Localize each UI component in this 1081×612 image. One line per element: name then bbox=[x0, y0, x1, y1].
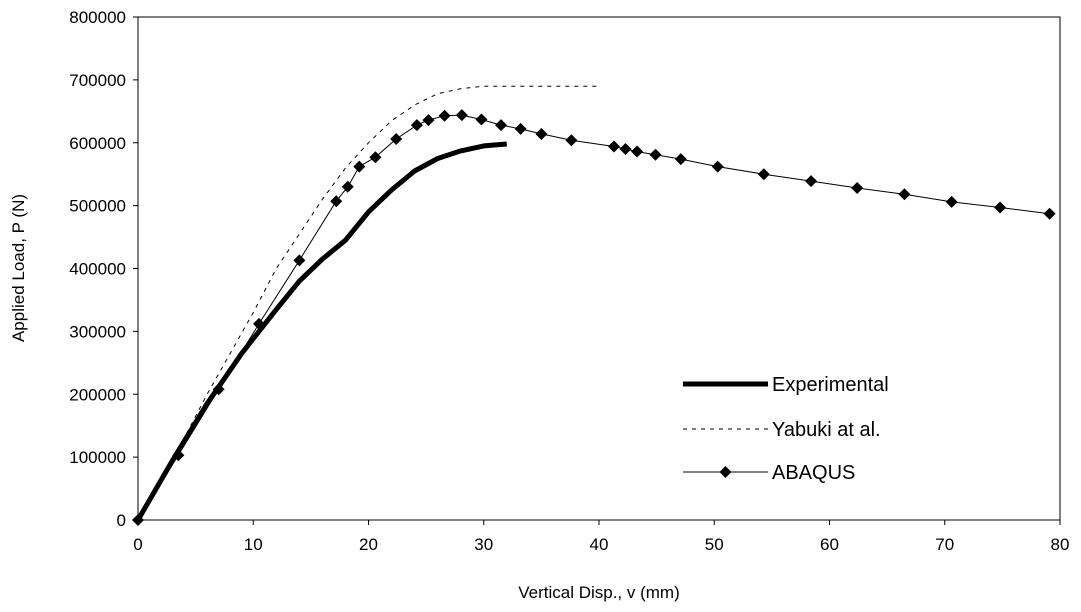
data-point-abaqus bbox=[1043, 207, 1056, 220]
y-tick-label: 500000 bbox=[69, 197, 126, 216]
series-line-yabuki-at-al bbox=[137, 85, 599, 521]
data-point-abaqus bbox=[514, 122, 527, 135]
data-point-abaqus bbox=[994, 201, 1007, 214]
data-point-abaqus bbox=[674, 153, 687, 166]
data-point-abaqus bbox=[438, 109, 451, 122]
legend: Experimental Yabuki at al. ABAQUS bbox=[683, 374, 889, 484]
data-point-abaqus bbox=[172, 449, 185, 462]
data-point-abaqus bbox=[390, 132, 403, 145]
data-point-abaqus bbox=[898, 188, 911, 201]
y-tick-label: 800000 bbox=[69, 8, 126, 27]
x-tick-label: 0 bbox=[133, 535, 142, 554]
data-point-abaqus bbox=[253, 317, 266, 330]
data-point-abaqus bbox=[805, 175, 818, 188]
y-tick-label: 100000 bbox=[69, 448, 126, 467]
data-point-abaqus bbox=[410, 119, 423, 132]
data-point-abaqus bbox=[607, 140, 620, 153]
data-point-abaqus bbox=[631, 145, 644, 158]
data-point-abaqus bbox=[649, 148, 662, 161]
y-tick-label: 0 bbox=[117, 511, 126, 530]
data-point-abaqus bbox=[369, 151, 382, 164]
data-point-abaqus bbox=[475, 113, 488, 126]
data-point-abaqus bbox=[330, 195, 343, 208]
x-axis-title: Vertical Disp., v (mm) bbox=[518, 583, 680, 602]
data-point-abaqus bbox=[711, 160, 724, 173]
data-point-abaqus bbox=[341, 180, 354, 193]
x-tick-label: 40 bbox=[590, 535, 609, 554]
y-tick-label: 400000 bbox=[69, 260, 126, 279]
data-point-abaqus bbox=[132, 514, 144, 526]
data-point-abaqus bbox=[422, 114, 435, 127]
legend-label-abaqus: ABAQUS bbox=[772, 462, 855, 484]
y-tick-label: 300000 bbox=[69, 322, 126, 341]
y-axis-ticks: 0 100000 200000 300000 400000 500000 600000 700… bbox=[69, 8, 138, 530]
series-layer bbox=[132, 85, 1056, 526]
x-tick-label: 30 bbox=[474, 535, 493, 554]
data-point-abaqus bbox=[495, 119, 508, 132]
data-point-abaqus bbox=[212, 383, 225, 396]
legend-marker-abaqus bbox=[719, 466, 732, 478]
x-tick-label: 10 bbox=[244, 535, 263, 554]
data-point-abaqus bbox=[293, 254, 306, 267]
data-point-abaqus bbox=[945, 195, 958, 208]
x-tick-label: 50 bbox=[705, 535, 724, 554]
x-tick-label: 60 bbox=[820, 535, 839, 554]
x-axis-ticks: 0 10 20 30 40 50 60 70 80 bbox=[133, 520, 1069, 554]
y-tick-label: 200000 bbox=[69, 385, 126, 404]
x-tick-label: 20 bbox=[359, 535, 378, 554]
legend-label-experimental: Experimental bbox=[772, 374, 889, 396]
data-point-abaqus bbox=[851, 182, 864, 195]
plot-area bbox=[137, 16, 1061, 521]
legend-label-yabuki: Yabuki at al. bbox=[772, 419, 881, 441]
y-tick-label: 600000 bbox=[69, 134, 126, 153]
x-tick-label: 70 bbox=[935, 535, 954, 554]
data-point-abaqus bbox=[535, 127, 548, 140]
data-point-abaqus bbox=[455, 109, 468, 122]
y-axis-title: Applied Load, P (N) bbox=[9, 194, 28, 342]
x-tick-label: 80 bbox=[1051, 535, 1070, 554]
data-point-abaqus bbox=[757, 168, 770, 181]
data-point-abaqus bbox=[619, 143, 632, 156]
data-point-abaqus bbox=[565, 134, 578, 147]
y-tick-label: 700000 bbox=[69, 71, 126, 90]
data-point-abaqus bbox=[353, 160, 366, 173]
